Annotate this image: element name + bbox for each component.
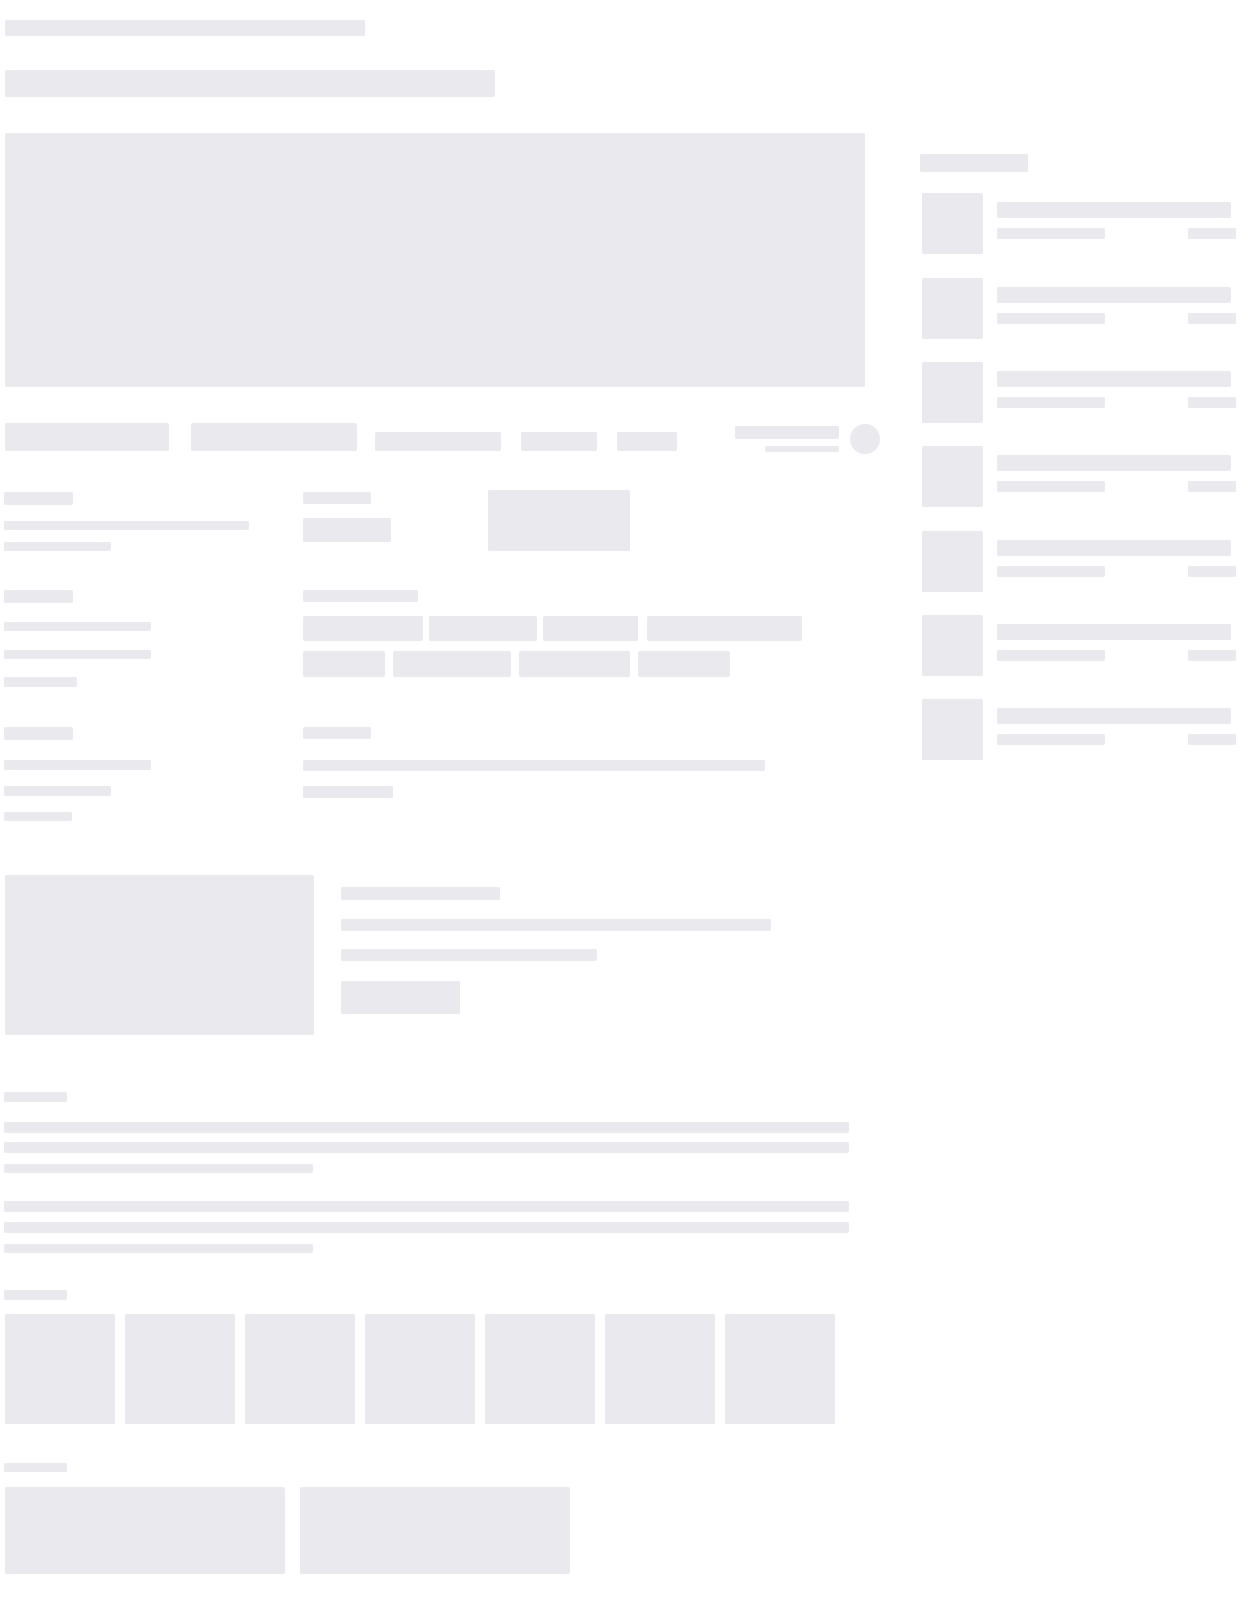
description-line-skeleton-4 — [4, 1201, 849, 1212]
tag-chip-skeleton-7[interactable] — [519, 651, 630, 677]
sidebar-item-2-meta-left-skeleton — [997, 313, 1105, 324]
info-col2-control-skeleton[interactable] — [303, 518, 391, 542]
gallery-tile-skeleton-6[interactable] — [605, 1314, 715, 1424]
sidebar-item-7-title-skeleton — [997, 708, 1231, 724]
details-label-skeleton — [4, 590, 73, 603]
description-line-skeleton-3 — [4, 1164, 313, 1173]
card-button-skeleton[interactable] — [341, 981, 460, 1014]
sidebar-item-6-thumbnail-skeleton[interactable] — [922, 615, 983, 676]
info-col2-label-skeleton — [303, 492, 371, 504]
sidebar-item-5-meta-left-skeleton — [997, 566, 1105, 577]
pill-button-skeleton-3[interactable] — [617, 432, 677, 451]
sidebar-item-2-thumbnail-skeleton[interactable] — [922, 278, 983, 339]
info-preview-box-skeleton — [488, 490, 630, 551]
sidebar-item-2-meta-right-skeleton — [1188, 313, 1236, 324]
spec-col2-label-skeleton — [303, 727, 371, 739]
gallery-label-skeleton — [4, 1290, 67, 1300]
sidebar-item-4-title-skeleton — [997, 455, 1231, 471]
tags-label-skeleton — [303, 590, 418, 602]
page-title-skeleton — [5, 20, 365, 36]
gallery-tile-skeleton-5[interactable] — [485, 1314, 595, 1424]
tag-chip-skeleton-6[interactable] — [393, 651, 511, 677]
gallery-tile-skeleton-1[interactable] — [5, 1314, 115, 1424]
spec-col1-line-skeleton-2 — [4, 786, 111, 796]
sidebar-item-3-meta-right-skeleton — [1188, 397, 1236, 408]
tag-chip-skeleton-1[interactable] — [303, 616, 423, 641]
description-label-skeleton — [4, 1092, 67, 1102]
sidebar-item-5-title-skeleton — [997, 540, 1231, 556]
details-line-skeleton-2 — [4, 650, 151, 659]
meta-line-skeleton — [735, 426, 839, 439]
pill-button-skeleton-1[interactable] — [375, 432, 501, 451]
spec-col1-line-skeleton-3 — [4, 812, 72, 821]
card-title-skeleton — [341, 887, 500, 900]
sidebar-item-1-meta-left-skeleton — [997, 228, 1105, 239]
sidebar-item-6-meta-left-skeleton — [997, 650, 1105, 661]
secondary-button-skeleton[interactable] — [191, 423, 357, 451]
sidebar-item-3-thumbnail-skeleton[interactable] — [922, 362, 983, 423]
sidebar-item-3-title-skeleton — [997, 371, 1231, 387]
page-subtitle-skeleton — [5, 70, 495, 97]
sidebar-item-1-title-skeleton — [997, 202, 1231, 218]
card-line-skeleton-1 — [341, 919, 771, 931]
tag-chip-skeleton-4[interactable] — [647, 616, 802, 641]
sidebar-item-1-thumbnail-skeleton[interactable] — [922, 193, 983, 254]
sidebar-item-5-meta-right-skeleton — [1188, 566, 1236, 577]
sidebar-item-7-meta-right-skeleton — [1188, 734, 1236, 745]
description-line-skeleton-6 — [4, 1244, 313, 1253]
sidebar-item-4-meta-left-skeleton — [997, 481, 1105, 492]
related-card-skeleton-2[interactable] — [300, 1487, 570, 1574]
spec-col1-label-skeleton — [4, 727, 73, 740]
gallery-tile-skeleton-2[interactable] — [125, 1314, 235, 1424]
gallery-tile-skeleton-4[interactable] — [365, 1314, 475, 1424]
sidebar-item-6-meta-right-skeleton — [1188, 650, 1236, 661]
primary-button-skeleton[interactable] — [5, 423, 169, 451]
tag-chip-skeleton-3[interactable] — [543, 616, 638, 641]
related-card-skeleton-1[interactable] — [5, 1487, 285, 1574]
sidebar-item-2-title-skeleton — [997, 287, 1231, 303]
sidebar-item-5-thumbnail-skeleton[interactable] — [922, 531, 983, 592]
card-image-skeleton — [5, 875, 314, 1035]
info-col1-label-skeleton — [4, 492, 73, 505]
meta-subline-skeleton — [765, 446, 839, 452]
tag-chip-skeleton-8[interactable] — [638, 651, 730, 677]
tag-chip-skeleton-5[interactable] — [303, 651, 385, 677]
sidebar-item-4-meta-right-skeleton — [1188, 481, 1236, 492]
sidebar-item-6-title-skeleton — [997, 624, 1231, 640]
sidebar-item-7-thumbnail-skeleton[interactable] — [922, 699, 983, 760]
gallery-tile-skeleton-7[interactable] — [725, 1314, 835, 1424]
spec-col2-line-skeleton-1 — [303, 760, 765, 771]
spec-col1-line-skeleton-1 — [4, 760, 151, 770]
pill-button-skeleton-2[interactable] — [521, 432, 597, 451]
sidebar-item-3-meta-left-skeleton — [997, 397, 1105, 408]
card-line-skeleton-2 — [341, 949, 597, 961]
sidebar-item-7-meta-left-skeleton — [997, 734, 1105, 745]
info-col1-line-skeleton-2 — [4, 542, 111, 551]
info-col1-line-skeleton-1 — [4, 521, 249, 530]
gallery-tile-skeleton-3[interactable] — [245, 1314, 355, 1424]
spec-col2-line-skeleton-2 — [303, 786, 393, 798]
sidebar-title-skeleton — [920, 154, 1028, 172]
description-line-skeleton-5 — [4, 1222, 849, 1233]
details-line-skeleton-1 — [4, 622, 151, 631]
description-line-skeleton-2 — [4, 1142, 849, 1153]
sidebar-item-1-meta-right-skeleton — [1188, 228, 1236, 239]
sidebar-item-4-thumbnail-skeleton[interactable] — [922, 446, 983, 507]
description-line-skeleton-1 — [4, 1122, 849, 1133]
hero-media-skeleton — [5, 133, 865, 387]
tag-chip-skeleton-2[interactable] — [429, 616, 537, 641]
related-label-skeleton — [4, 1463, 67, 1472]
details-line-skeleton-3 — [4, 677, 77, 687]
avatar-skeleton[interactable] — [850, 424, 880, 454]
